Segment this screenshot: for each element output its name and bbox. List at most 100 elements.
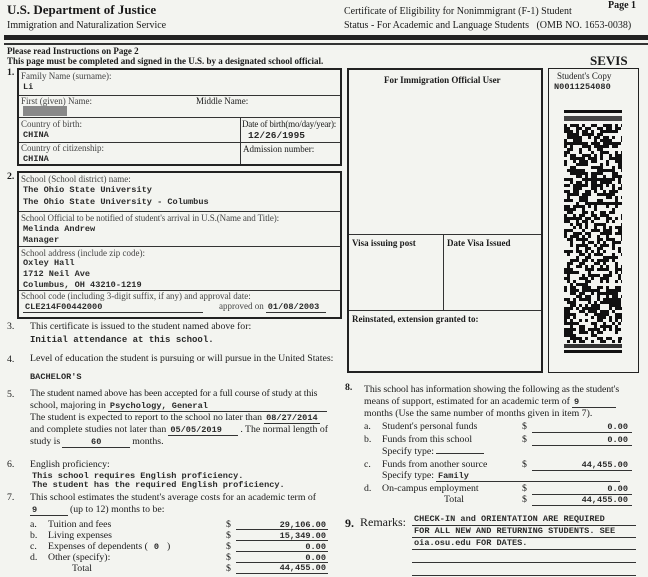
section8-line2: means of support, estimated for an acade… <box>364 396 570 407</box>
section3-text: This certificate is issued to the studen… <box>30 321 252 332</box>
sevis-id: N0011254080 <box>554 82 611 92</box>
student-copy-box: Student's Copy N0011254080 <box>548 68 639 373</box>
cost-item-label: Tuition and fees <box>48 519 112 530</box>
section5-line4b: . The normal length of <box>240 424 329 435</box>
currency: $ <box>226 563 231 574</box>
support-item-value: 0.00 <box>607 422 628 432</box>
service: Immigration and Naturalization Service <box>7 20 167 31</box>
currency: $ <box>522 434 527 445</box>
cost-item-value: 0.00 <box>305 542 326 552</box>
specify-c-row: Specify type: Family <box>382 470 622 482</box>
section-number: 4. <box>7 354 15 365</box>
section5-line1: The student named above has been accepte… <box>30 388 318 399</box>
section-number: 6. <box>7 459 15 470</box>
specify-type-c: Family <box>435 471 620 482</box>
specify-b-row: Specify type: <box>382 446 486 457</box>
english-requirement: This school requires English proficiency… <box>32 471 244 481</box>
official-title: Manager <box>23 235 60 245</box>
dob: 12/26/1995 <box>248 130 306 141</box>
support-item-key: b. <box>364 434 372 445</box>
section5-line3-row: The student is expected to report to the… <box>30 412 322 424</box>
school-code-label: School code (including 3-digit suffix, i… <box>21 291 251 301</box>
section8-line3: months (Use the same number of months gi… <box>364 408 593 419</box>
school-name-2: The Ohio State University - Columbus <box>23 197 209 207</box>
report-date: 08/27/2014 <box>264 413 321 424</box>
cost-item-key: c. <box>30 541 37 552</box>
support-item-value: 0.00 <box>607 484 628 494</box>
study-length: 60 <box>62 437 131 448</box>
support-item-key: c. <box>364 459 371 470</box>
section5-line2-row: school, majoring in Psychology, General <box>30 400 329 412</box>
section8-line1: This school has information showing the … <box>364 384 620 395</box>
birth-country-label: Country of birth: <box>21 119 82 129</box>
cost-total: 44,455.00 <box>279 563 326 573</box>
currency: $ <box>522 421 527 432</box>
section5-line5: study is <box>30 436 61 447</box>
admission-number-label: Admission number: <box>243 144 315 154</box>
specify-type-label-c: Specify type: <box>382 470 434 481</box>
english-status: The student has the required English pro… <box>32 480 285 490</box>
address-line-1: Oxley Hall <box>23 258 75 268</box>
section7-line1: This school estimates the student's aver… <box>30 492 317 503</box>
school-info-box: School (School district) name: The Ohio … <box>17 171 342 319</box>
form-title-2: Status - For Academic and Language Stude… <box>344 20 632 31</box>
approval-line: approved on 01/08/2003 <box>219 301 328 313</box>
support-item-key: a. <box>364 421 371 432</box>
sevis-label: SEVIS <box>590 53 628 68</box>
header-rule <box>4 35 648 40</box>
cost-item-row: Expenses of dependents ( 0) <box>48 541 170 552</box>
currency: $ <box>226 541 231 552</box>
paren: ) <box>167 541 171 552</box>
support-total: 44,455.00 <box>581 495 628 505</box>
section5-line5-row: study is 60 months. <box>30 436 164 448</box>
cost-item-row: Other (specify): <box>48 552 110 563</box>
citizenship-label: Country of citizenship: <box>21 143 104 153</box>
school-name-label: School (School district) name: <box>21 174 131 184</box>
approval-date: 01/08/2003 <box>265 302 326 313</box>
cost-item-key: a. <box>30 519 37 530</box>
section-number: 5. <box>7 389 15 400</box>
instructions-2: This page must be completed and signed i… <box>7 56 324 66</box>
family-name: Li <box>23 82 34 92</box>
citizenship: CHINA <box>23 154 49 164</box>
cost-item-value: 29,106.00 <box>279 520 326 530</box>
support-item-label: On-campus employment <box>382 483 479 494</box>
date-visa-issued-label: Date Visa Issued <box>447 238 511 248</box>
currency: $ <box>522 483 527 494</box>
total-label: Total <box>72 563 92 574</box>
school-code: CLE214F00442000 <box>25 302 103 312</box>
section5-line3: The student is expected to report to the… <box>30 412 263 423</box>
section7-line2: (up to 12) months to be: <box>70 504 165 515</box>
currency: $ <box>522 459 527 470</box>
student-copy-label: Student's Copy <box>557 71 612 81</box>
currency: $ <box>226 519 231 530</box>
major: Psychology, General <box>107 401 327 412</box>
completion-date: 05/05/2019 <box>168 425 239 436</box>
section-number: 2. <box>7 171 15 182</box>
family-name-label: Family Name (surname): <box>21 71 112 81</box>
cost-item-row: Tuition and fees <box>48 519 111 530</box>
cost-item-label: Expenses of dependents ( <box>48 541 148 552</box>
approved-on-label: approved on <box>219 301 264 311</box>
remarks-line-1: CHECK-IN and ORIENTATION ARE REQUIRED <box>414 514 605 524</box>
school-official-label: School Official to be notified of studen… <box>21 213 280 223</box>
currency: $ <box>226 530 231 541</box>
section5-line4: and complete studies not later than <box>30 424 167 435</box>
section-number: 3. <box>7 321 15 332</box>
support-item-label: Funds from this school <box>382 434 473 445</box>
address-line-3: Columbus, OH 43210-1219 <box>23 280 142 290</box>
dependents-count: 0 <box>153 542 160 552</box>
attendance-purpose: Initial attendance at this school. <box>30 335 214 345</box>
cost-item-label: Other (specify): <box>48 552 111 563</box>
support-item-key: d. <box>364 483 372 494</box>
support-total-label: Total <box>444 494 464 505</box>
cost-item-row: Living expenses <box>48 530 112 541</box>
section8-line2-row: means of support, estimated for an acade… <box>364 396 618 408</box>
cost-item-key: d. <box>30 552 38 563</box>
section4-text: Level of education the student is pursui… <box>30 353 334 364</box>
currency: $ <box>226 552 231 563</box>
support-item-label: Student's personal funds <box>382 421 478 432</box>
page-number: Page 1 <box>608 0 637 11</box>
dob-label: Date of birth(mo/day/year): <box>242 119 337 129</box>
